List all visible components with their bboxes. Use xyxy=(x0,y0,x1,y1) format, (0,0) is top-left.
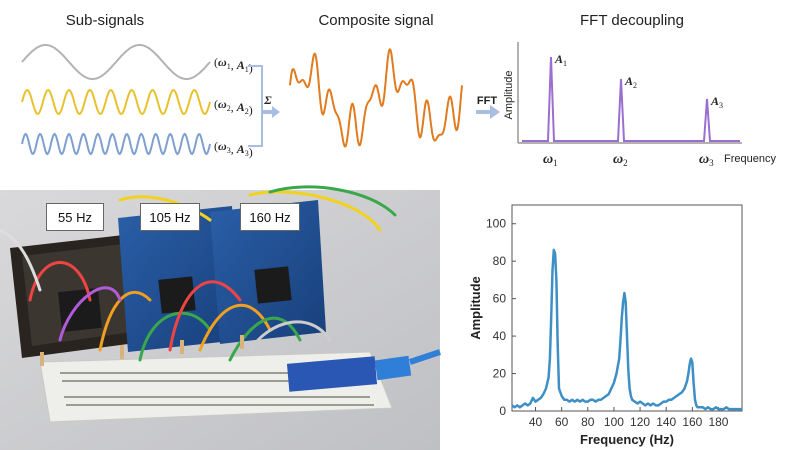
x-tick-label: 120 xyxy=(630,415,650,429)
chart-series-line xyxy=(511,248,742,411)
usb-cable xyxy=(409,349,441,365)
chip-2 xyxy=(158,276,196,314)
x-tick-label: 60 xyxy=(555,415,569,429)
sub-signal-1-wave xyxy=(21,44,211,80)
frequency-tag-55: 55 Hz xyxy=(46,203,104,231)
spectrum-plot: Amplitude Frequency A1 ω1 A2 ω2 A3 ω3 xyxy=(503,42,776,168)
subsignals-title: Sub-signals xyxy=(66,12,144,29)
sub-signal-3-wave xyxy=(21,132,211,156)
sum-arrow xyxy=(262,106,280,118)
chart-y-ticks: 0 20 40 60 80 100 xyxy=(486,217,516,418)
spectrum-ylabel: Amplitude xyxy=(503,71,515,120)
y-tick-label: 80 xyxy=(493,254,507,268)
chart-ylabel: Amplitude xyxy=(468,276,483,340)
y-tick-label: 100 xyxy=(486,217,506,231)
usb-connector xyxy=(374,355,412,381)
frequency-tag-160: 160 Hz xyxy=(240,203,300,231)
jumper-wires xyxy=(0,185,397,362)
breadboard-holes xyxy=(60,372,374,406)
frequency-tag-105: 105 Hz xyxy=(140,203,200,231)
y-tick-label: 20 xyxy=(493,367,507,381)
chart-x-ticks: 40 60 80 100 120 140 160 180 xyxy=(529,407,729,429)
x-tick-label: 100 xyxy=(604,415,624,429)
peak-frequency-label-1: ω1 xyxy=(543,152,558,168)
sub-signal-label-2: (ω2, A2) xyxy=(214,97,253,117)
sub-signal-labels: (ω1, A1) (ω2, A2) (ω3, A3) xyxy=(214,55,253,159)
sum-bracket xyxy=(248,65,263,147)
fft-arrow xyxy=(476,105,500,119)
chart-xlabel: Frequency (Hz) xyxy=(580,432,674,447)
y-tick-label: 0 xyxy=(499,404,506,418)
peak-frequency-label-3: ω3 xyxy=(699,152,714,168)
peak-amplitude-label-1: A1 xyxy=(554,52,567,68)
chip-3 xyxy=(254,266,292,304)
fft-title: FFT decoupling xyxy=(580,12,684,29)
x-tick-label: 160 xyxy=(682,415,702,429)
sub-signal-label-3: (ω3, A3) xyxy=(214,139,253,159)
nano-board xyxy=(286,356,378,392)
hardware-photo xyxy=(0,185,441,450)
peak-amplitude-label-2: A2 xyxy=(624,74,637,90)
y-tick-label: 40 xyxy=(493,329,507,343)
x-tick-label: 80 xyxy=(581,415,595,429)
sub-signal-2-wave xyxy=(21,88,211,116)
fft-label: FFT xyxy=(477,95,497,107)
x-tick-label: 40 xyxy=(529,415,543,429)
spectrum-xlabel: Frequency xyxy=(724,153,776,165)
peak-amplitude-label-3: A3 xyxy=(710,94,723,110)
x-tick-label: 140 xyxy=(656,415,676,429)
composite-signal-wave xyxy=(289,48,463,148)
spectrum-peak-labels: A1 ω1 A2 ω2 A3 ω3 xyxy=(543,52,723,168)
sub-signal-label-1: (ω1, A1) xyxy=(214,55,253,75)
top-diagram: Sub-signals Composite signal FFT decoupl… xyxy=(21,12,776,168)
resistors xyxy=(40,335,244,366)
y-tick-label: 60 xyxy=(493,292,507,306)
x-tick-label: 180 xyxy=(708,415,728,429)
composite-title: Composite signal xyxy=(318,12,433,29)
sum-symbol: Σ xyxy=(263,93,272,107)
peak-frequency-label-2: ω2 xyxy=(613,152,628,168)
spectrum-chart: 40 60 80 100 120 140 160 180 0 20 40 60 80 100 Frequ… xyxy=(468,204,743,447)
spectrum-line xyxy=(522,56,740,142)
